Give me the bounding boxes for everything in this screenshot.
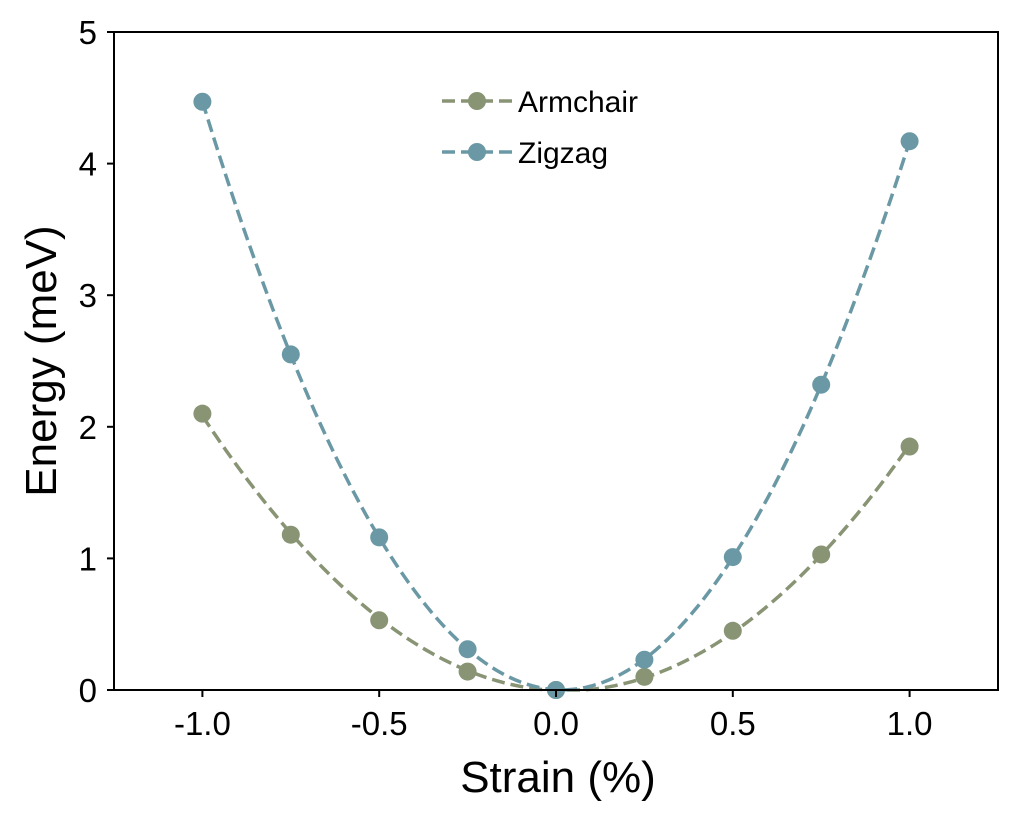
data-point-armchair <box>458 662 477 681</box>
data-point-zigzag <box>370 528 389 547</box>
series-line-armchair <box>200 414 912 692</box>
y-tick-label: 2 <box>79 409 97 446</box>
x-axis-label: Strain (%) <box>460 753 656 802</box>
data-point-armchair <box>812 545 831 564</box>
data-point-zigzag <box>900 132 919 151</box>
y-axis-ticks: 0 1 2 3 4 5 <box>79 14 114 709</box>
plot-frame <box>113 31 999 691</box>
legend-label: Zigzag <box>518 137 608 170</box>
data-point-zigzag <box>812 375 831 394</box>
data-point-armchair <box>193 404 212 423</box>
data-point-armchair <box>370 611 389 630</box>
data-point-zigzag <box>458 640 477 659</box>
data-point-zigzag <box>635 650 654 669</box>
y-tick-label: 4 <box>79 146 97 183</box>
data-point-zigzag <box>193 92 212 111</box>
data-point-zigzag <box>723 548 742 567</box>
x-axis-ticks: -1.0 -0.5 0.0 0.5 1.0 <box>174 690 933 742</box>
data-point-zigzag <box>281 345 300 364</box>
legend-label: Armchair <box>518 86 638 119</box>
markers-layer <box>193 92 919 699</box>
curves-layer <box>200 100 912 692</box>
y-tick-label: 5 <box>79 14 97 51</box>
x-tick-label: 1.0 <box>887 705 933 742</box>
x-tick-label: 0.5 <box>710 705 756 742</box>
series-line-zigzag <box>200 100 912 692</box>
data-point-armchair <box>900 437 919 456</box>
data-point-armchair <box>723 621 742 640</box>
x-tick-label: 0.0 <box>533 705 579 742</box>
x-tick-label: -1.0 <box>174 705 231 742</box>
y-tick-label: 0 <box>79 672 97 709</box>
data-point-armchair <box>281 525 300 544</box>
legend: Armchair Zigzag <box>442 86 638 170</box>
legend-marker <box>468 143 486 161</box>
y-tick-label: 1 <box>79 540 97 577</box>
x-tick-label: -0.5 <box>351 705 408 742</box>
y-tick-label: 3 <box>79 277 97 314</box>
data-point-armchair <box>635 667 654 686</box>
y-axis-label: Energy (meV) <box>17 225 66 496</box>
legend-marker <box>468 92 486 110</box>
